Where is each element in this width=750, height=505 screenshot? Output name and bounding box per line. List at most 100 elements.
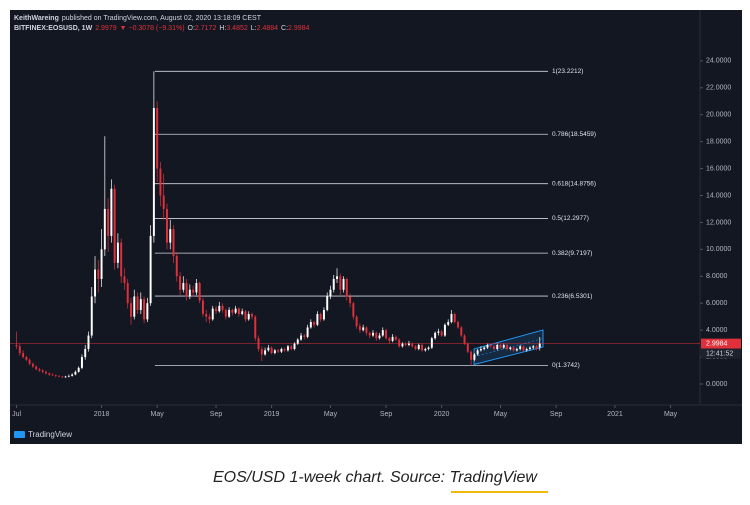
candle-body (358, 326, 361, 331)
publisher: KeithWareing (14, 15, 59, 22)
caption: EOS/USD 1-week chart. Source: TradingVie… (213, 469, 538, 486)
candle-body (51, 374, 54, 376)
quote-line: BITFINEX:EOSUSD, 1W 2.9979 ▼ −0.3078 (−9.3… (14, 25, 310, 32)
ohlc-value: 2.7172 (195, 25, 217, 32)
price-tag: 2.9984 (706, 340, 728, 347)
ohlc-label: H: (219, 25, 226, 32)
last-price: 2.9979 (95, 25, 117, 32)
candle-body (388, 338, 391, 341)
candle-body (87, 335, 90, 349)
candle-body (453, 313, 456, 323)
countdown: 12:41:52 (706, 350, 733, 357)
candle-body (179, 276, 182, 290)
fib-label: 0.236(6.5301) (552, 293, 592, 300)
candle-body (260, 348, 263, 355)
candle-body (267, 347, 270, 351)
x-tick-label: May (664, 411, 678, 418)
candle-body (67, 375, 70, 377)
candle-body (18, 346, 21, 354)
candle-body (110, 188, 113, 236)
candle-body (169, 229, 172, 243)
parallel-channel (473, 329, 544, 366)
candle-body (349, 296, 352, 304)
candle-body (309, 322, 312, 328)
candle-body (264, 350, 267, 355)
y-tick-label: 22.0000 (706, 85, 731, 92)
candle-body (244, 311, 247, 320)
candle-body (234, 308, 237, 313)
candle-body (434, 332, 437, 339)
candle-body (241, 311, 244, 314)
candle-body (463, 335, 466, 344)
fib-label: 0(1.3742) (552, 362, 580, 369)
candle-body (162, 195, 165, 209)
candle-body (133, 296, 136, 317)
ohlc-label: C: (281, 25, 288, 32)
candle-body (509, 347, 512, 349)
candle-body (535, 346, 538, 349)
candle-body (165, 208, 168, 243)
candle-body (424, 348, 427, 351)
candle-body (205, 313, 208, 317)
candle-body (470, 351, 473, 360)
candle-body (538, 343, 541, 348)
y-tick-label: 4.0000 (706, 327, 728, 334)
fib-label: 0.786(18.5459) (552, 131, 596, 138)
candle-body (332, 278, 335, 290)
candle-body (339, 276, 342, 290)
candle-body (417, 344, 420, 349)
candle-body (496, 344, 499, 349)
candle-body (237, 308, 240, 314)
y-tick-label: 20.0000 (706, 112, 731, 119)
candle-body (188, 289, 191, 297)
candle-body (35, 366, 38, 370)
candle-body (77, 367, 80, 372)
x-tick-label: Sep (210, 411, 223, 418)
candle-body (25, 357, 28, 360)
candle-body (532, 346, 535, 348)
candle-body (473, 354, 476, 360)
candle-body (515, 348, 518, 351)
candle-body (479, 348, 482, 351)
candle-body (381, 330, 384, 336)
candle-body (15, 344, 18, 347)
fib-label: 0.5(12.2977) (552, 215, 589, 222)
countdown-box (701, 348, 741, 359)
candle-body (394, 336, 397, 340)
published: published on TradingView.com, August 02,… (62, 15, 262, 22)
fib-label: 0.618(14.8756) (552, 180, 596, 187)
candle-body (172, 229, 175, 257)
candle-body (143, 299, 146, 320)
candle-body (457, 322, 459, 328)
y-tick-label: 16.0000 (706, 165, 731, 172)
candle-body (107, 208, 110, 236)
candle-body (198, 283, 201, 301)
candle-body (352, 303, 355, 317)
candle-body (283, 348, 286, 351)
candle-body (120, 242, 123, 277)
candle-body (493, 346, 495, 349)
candle-body (365, 327, 368, 333)
candle-body (136, 296, 139, 310)
candle-body (286, 346, 289, 351)
candle-body (192, 289, 195, 293)
x-tick-label: 2020 (434, 411, 450, 418)
candle-body (257, 338, 260, 349)
candle-body (362, 327, 365, 331)
candle-body (414, 346, 417, 349)
candle-body (97, 269, 100, 279)
candle-body (512, 347, 515, 351)
y-tick-label: 6.0000 (706, 300, 728, 307)
candle-body (58, 375, 61, 377)
candle-body (84, 348, 87, 358)
candle-body (31, 363, 34, 367)
candle-body (326, 296, 329, 310)
candle-body (430, 338, 433, 348)
candle-body (64, 376, 67, 378)
candle-body (483, 347, 486, 349)
candle-body (300, 335, 303, 340)
candle-body (74, 371, 77, 375)
candle-body (499, 344, 502, 348)
y-tick-label: 10.0000 (706, 246, 731, 253)
candle-body (519, 346, 522, 349)
